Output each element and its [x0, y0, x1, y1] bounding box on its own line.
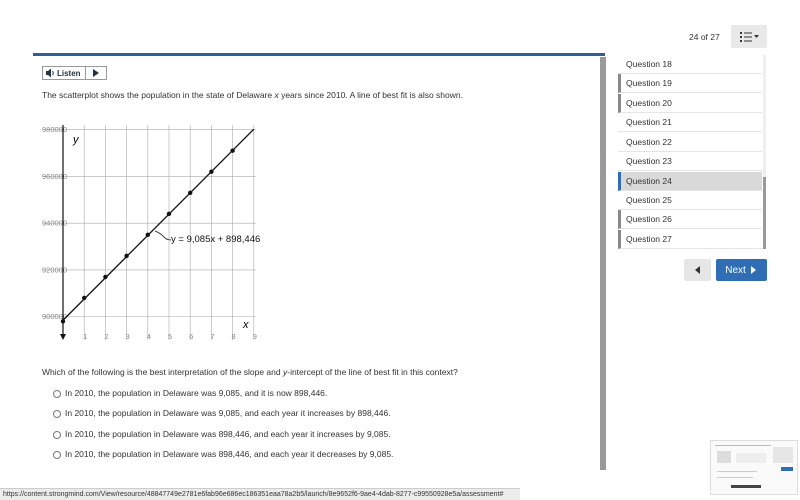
answer-option[interactable]: In 2010, the population in Delaware was … [53, 408, 391, 418]
data-point [230, 148, 235, 153]
question: Which of the following is the best inter… [42, 367, 458, 377]
question-text: -intercept of the line of best fit in th… [287, 367, 458, 377]
play-button[interactable] [85, 67, 106, 79]
y-tick-label: 920000 [42, 265, 67, 274]
status-url: https://content.strongmind.com/View/reso… [3, 491, 504, 498]
listen-button[interactable]: Listen [42, 66, 107, 80]
y-tick-label: 960000 [42, 172, 67, 181]
listen-label: Listen [57, 68, 81, 78]
x-tick-label: 3 [126, 332, 130, 341]
question-link[interactable]: Question 21 [618, 113, 762, 132]
list-scrollbar[interactable] [763, 55, 766, 249]
x-axis-label: x [242, 319, 249, 331]
next-icon [750, 266, 756, 274]
data-point [82, 295, 87, 301]
option-text: In 2010, the population in Delaware was … [65, 408, 391, 418]
data-point [145, 232, 150, 238]
menu-button[interactable] [731, 25, 767, 48]
page-thumbnail[interactable] [710, 440, 798, 495]
option-text: In 2010, the population in Delaware was … [65, 429, 391, 439]
data-point [166, 211, 172, 217]
x-tick-label: 4 [147, 332, 151, 341]
play-icon [93, 69, 99, 77]
option-text: In 2010, the population in Delaware was … [65, 449, 394, 459]
thumbnail-art [715, 445, 793, 488]
question-variable: y [282, 367, 288, 377]
progress-bar [33, 53, 605, 56]
fit-line [62, 128, 255, 321]
data-point [60, 319, 66, 324]
x-tick-label: 5 [168, 332, 172, 341]
question-link[interactable]: Question 23 [618, 152, 762, 171]
prompt-text: years since 2010. A line of best fit is … [278, 90, 463, 100]
next-label: Next [725, 264, 746, 276]
menu-icon [740, 32, 759, 42]
answer-option[interactable]: In 2010, the population in Delaware was … [53, 429, 391, 439]
data-point [209, 169, 214, 174]
prompt-text: The scatterplot shows the population in … [42, 90, 275, 100]
data-point [188, 190, 193, 195]
y-tick-label: 980000 [42, 125, 67, 134]
question-link[interactable]: Question 22 [618, 133, 762, 152]
data-point [124, 253, 129, 259]
y-tick-label: 940000 [42, 219, 67, 228]
x-tick-label: 8 [232, 332, 236, 341]
x-tick-label: 1 [83, 332, 87, 341]
fit-equation: y = 9,085x + 898,446 [171, 234, 260, 245]
x-tick-label: 9 [253, 332, 257, 341]
answer-option[interactable]: In 2010, the population in Delaware was … [53, 388, 327, 398]
progress-text: 24 of 27 [689, 32, 720, 42]
question-link[interactable]: Question 19 [618, 74, 762, 93]
chart: 1 2 3 4 5 6 7 8 9 900000 920000 940000 960000 980000 y… [42, 125, 260, 341]
next-button[interactable]: Next [716, 259, 767, 281]
status-bar: https://content.strongmind.com/View/reso… [0, 488, 520, 500]
previous-icon [694, 266, 700, 274]
question-link[interactable]: Question 20 [618, 94, 762, 113]
question-link[interactable]: Question 24 [618, 172, 762, 191]
x-tick-label: 6 [189, 332, 193, 341]
prompt-variable: x [274, 90, 279, 100]
scrollbar[interactable] [600, 57, 606, 470]
y-axis-label: y [72, 134, 80, 146]
answer-option[interactable]: In 2010, the population in Delaware was … [53, 449, 393, 459]
question-link[interactable]: Question 26 [618, 210, 762, 229]
question-link[interactable]: Question 27 [618, 230, 762, 249]
question-link[interactable]: Question 18 [618, 55, 762, 74]
y-tick-label: 900000 [42, 312, 67, 321]
speaker-icon [46, 68, 54, 78]
prompt: The scatterplot shows the population in … [42, 90, 463, 100]
previous-button[interactable] [684, 259, 711, 281]
question-text: Which of the following is the best inter… [42, 367, 283, 377]
option-text: In 2010, the population in Delaware was … [65, 388, 328, 398]
y-axis-arrow [60, 334, 66, 340]
data-point [103, 274, 108, 280]
question-link[interactable]: Question 25 [618, 191, 762, 210]
fit-connector [154, 230, 172, 241]
x-tick-label: 2 [104, 332, 108, 341]
x-tick-label: 7 [210, 332, 214, 341]
